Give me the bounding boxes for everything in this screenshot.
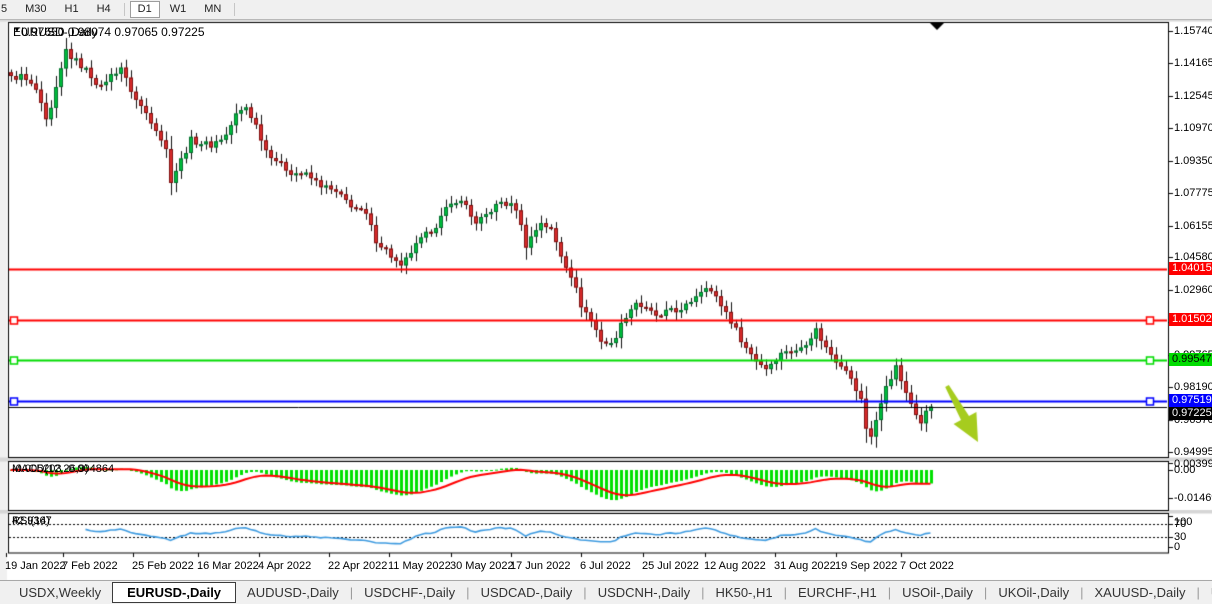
timeframe-button-d1[interactable]: D1 [129,1,160,18]
chart-tab-audusd-daily[interactable]: AUDUSD-,Daily [247,584,339,600]
chart-tab-eurusd-daily[interactable]: EURUSD-,Daily [112,582,237,603]
chart-tab-xauusd-daily[interactable]: XAUUSD-,Daily [1094,584,1186,600]
timeframe-button-m30[interactable]: M30 [25,3,47,15]
chart-tab-usdx-weekly[interactable]: USDX,Weekly [19,584,102,600]
tab-separator: | [783,585,787,600]
timeframe-button-mn[interactable]: MN [204,3,222,15]
tab-separator: | [983,585,988,600]
timeframe-button-h4[interactable]: H4 [96,3,111,15]
chart-tab-usdcad-daily[interactable]: USDCAD-,Daily [480,584,573,600]
toolbar-separator [123,3,125,16]
timeframe-button-w1[interactable]: W1 [169,3,187,15]
chart-tab-hk50-h1[interactable]: HK50-,H1 [715,584,773,600]
tab-separator: | [583,585,587,600]
chart-tab-eurchf-h1[interactable]: EURCHF-,H1 [798,584,877,600]
chart-tab-usoil-daily[interactable]: USOil-,Daily [902,584,973,600]
chart-tab-usdcnh-daily[interactable]: USDCNH-,Daily [597,584,691,600]
tab-separator: | [887,585,892,600]
timeframe-button-5[interactable]: 5 [1,3,8,15]
tab-separator: | [1196,585,1200,600]
tab-separator: | [349,585,354,600]
chart-tab-usdchf-daily[interactable]: USDCHF-,Daily [364,584,456,600]
symbol-tabbar: USDX,Weekly EURUSD-,Daily AUDUSD-,Daily | US… [0,580,1212,604]
tab-separator: | [701,585,705,600]
chart-tab-ukoil-daily[interactable]: UKOil-,Daily [998,584,1070,600]
timeframe-toolbar: 5 M30 H1 H4 D1 W1 MN [0,0,1212,20]
tab-separator: | [466,585,470,600]
timeframe-button-h1[interactable]: H1 [64,3,79,15]
toolbar-separator [234,3,236,16]
tab-separator: | [1080,585,1084,600]
chart-tab-ukoil-da[interactable]: UKOil-,Da [1200,583,1212,603]
